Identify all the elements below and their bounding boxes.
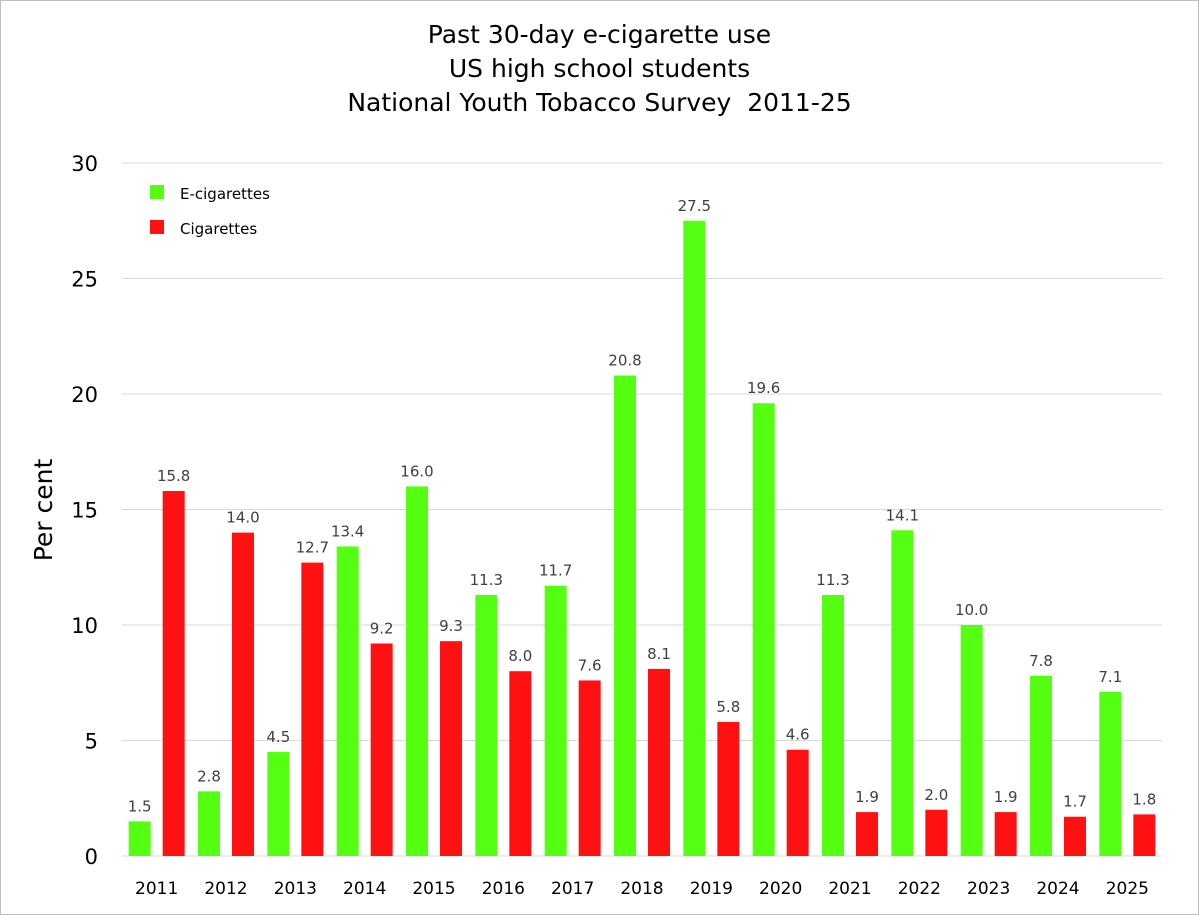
bar-cigarettes-2013 [301, 562, 324, 856]
x-tick-label-2020: 2020 [759, 879, 802, 899]
x-tick-label-2019: 2019 [690, 879, 733, 899]
bar-e-cigarettes-2016 [475, 594, 498, 856]
data-label-cigarettes-2016: 8.0 [508, 647, 532, 665]
y-tick-label: 15 [71, 499, 98, 523]
data-label-cigarettes-2012: 14.0 [226, 509, 259, 527]
data-label-e-cigarettes-2021: 11.3 [816, 571, 849, 589]
data-label-e-cigarettes-2017: 11.7 [539, 562, 572, 580]
data-label-cigarettes-2022: 2.0 [924, 786, 948, 804]
data-label-e-cigarettes-2015: 16.0 [400, 462, 433, 480]
data-label-e-cigarettes-2012: 2.8 [197, 767, 221, 785]
data-label-cigarettes-2024: 1.7 [1063, 793, 1087, 811]
data-label-e-cigarettes-2013: 4.5 [266, 728, 290, 746]
bar-cigarettes-2021 [856, 812, 878, 856]
data-label-cigarettes-2023: 1.9 [994, 788, 1018, 806]
data-label-e-cigarettes-2022: 14.1 [886, 506, 919, 524]
legend-label-e-cigarettes: E-cigarettes [180, 185, 270, 203]
data-label-cigarettes-2018: 8.1 [647, 645, 671, 663]
data-label-cigarettes-2011: 15.8 [157, 467, 190, 485]
bar-cigarettes-2011 [162, 491, 185, 856]
y-tick-label: 25 [71, 268, 98, 292]
data-label-cigarettes-2014: 9.2 [370, 619, 394, 637]
x-tick-label-2012: 2012 [204, 879, 247, 899]
bar-e-cigarettes-2019 [683, 220, 706, 856]
x-tick-label-2022: 2022 [898, 879, 941, 899]
bar-cigarettes-2019 [717, 722, 740, 856]
bar-cigarettes-2023 [994, 812, 1017, 856]
x-tick-label-2013: 2013 [274, 879, 317, 899]
x-tick-label-2014: 2014 [343, 879, 386, 899]
bar-e-cigarettes-2015 [406, 486, 428, 856]
y-tick-label: 0 [85, 845, 98, 869]
legend-swatch-e-cigarettes [150, 185, 164, 199]
data-label-cigarettes-2017: 7.6 [578, 656, 602, 674]
bar-cigarettes-2024 [1064, 816, 1086, 856]
bar-cigarettes-2020 [786, 749, 809, 856]
data-label-e-cigarettes-2016: 11.3 [470, 571, 503, 589]
bar-e-cigarettes-2014 [336, 546, 359, 856]
bar-cigarettes-2016 [509, 671, 532, 856]
x-tick-label-2015: 2015 [412, 879, 455, 899]
bar-cigarettes-2015 [440, 641, 462, 856]
bar-e-cigarettes-2023 [960, 625, 983, 856]
data-label-cigarettes-2021: 1.9 [855, 788, 879, 806]
data-label-cigarettes-2013: 12.7 [296, 539, 329, 557]
chart-title-line-2: US high school students [448, 54, 751, 83]
y-axis-ticks: 0 5 10 15 20 25 30 [71, 152, 98, 869]
data-label-cigarettes-2015: 9.3 [439, 617, 463, 635]
data-label-e-cigarettes-2014: 13.4 [331, 522, 364, 540]
y-tick-label: 10 [71, 614, 98, 638]
x-tick-label-2011: 2011 [135, 879, 178, 899]
x-axis-ticks: 2011 2012 2013 2014 2015 2016 2017 2018 2019 2020… [135, 879, 1149, 899]
bar-cigarettes-2018 [648, 668, 670, 856]
bars [128, 220, 1156, 856]
x-tick-label-2021: 2021 [828, 879, 871, 899]
x-tick-label-2024: 2024 [1036, 879, 1079, 899]
legend: E-cigarettes Cigarettes [150, 185, 270, 238]
bar-e-cigarettes-2011 [128, 821, 151, 856]
gridlines [122, 162, 1162, 857]
bar-e-cigarettes-2021 [822, 594, 844, 856]
x-tick-label-2018: 2018 [620, 879, 663, 899]
data-label-cigarettes-2019: 5.8 [716, 698, 740, 716]
legend-label-cigarettes: Cigarettes [180, 220, 257, 238]
data-label-e-cigarettes-2025: 7.1 [1098, 668, 1122, 686]
bar-cigarettes-2022 [925, 809, 948, 856]
data-label-e-cigarettes-2019: 27.5 [678, 197, 711, 215]
x-tick-label-2017: 2017 [551, 879, 594, 899]
legend-swatch-cigarettes [150, 220, 164, 234]
bar-cigarettes-2012 [232, 532, 254, 856]
bar-e-cigarettes-2024 [1030, 675, 1052, 856]
bar-e-cigarettes-2022 [891, 530, 914, 856]
chart-title-line-3: National Youth Tobacco Survey 2011-25 [347, 88, 852, 117]
bar-cigarettes-2017 [578, 680, 601, 856]
data-label-e-cigarettes-2011: 1.5 [128, 797, 152, 815]
bar-e-cigarettes-2018 [614, 375, 636, 856]
x-tick-label-2016: 2016 [482, 879, 525, 899]
chart-title: Past 30-day e-cigarette use US high scho… [0, 18, 1199, 120]
bar-cigarettes-2025 [1133, 814, 1156, 856]
data-label-e-cigarettes-2024: 7.8 [1029, 652, 1053, 670]
bar-e-cigarettes-2012 [198, 791, 220, 856]
bar-e-cigarettes-2017 [544, 585, 567, 856]
data-label-e-cigarettes-2023: 10.0 [955, 601, 988, 619]
data-label-cigarettes-2025: 1.8 [1132, 790, 1156, 808]
data-labels: 1.5 15.8 2.8 14.0 4.5 12.713.4 9.2 16.0 9.3 11.3 8… [128, 197, 1157, 816]
x-tick-label-2025: 2025 [1106, 879, 1149, 899]
bar-cigarettes-2014 [370, 643, 393, 856]
bar-e-cigarettes-2020 [752, 403, 775, 856]
data-label-cigarettes-2020: 4.6 [786, 726, 810, 744]
bar-e-cigarettes-2013 [267, 752, 290, 856]
y-tick-label: 20 [71, 383, 98, 407]
data-label-e-cigarettes-2020: 19.6 [747, 379, 780, 397]
y-tick-label: 30 [71, 152, 98, 176]
bar-e-cigarettes-2025 [1099, 691, 1122, 856]
data-label-e-cigarettes-2018: 20.8 [608, 352, 641, 370]
y-axis-title: Per cent [29, 459, 58, 562]
y-tick-label: 5 [85, 730, 98, 754]
x-tick-label-2023: 2023 [967, 879, 1010, 899]
chart-title-line-1: Past 30-day e-cigarette use [427, 20, 772, 49]
